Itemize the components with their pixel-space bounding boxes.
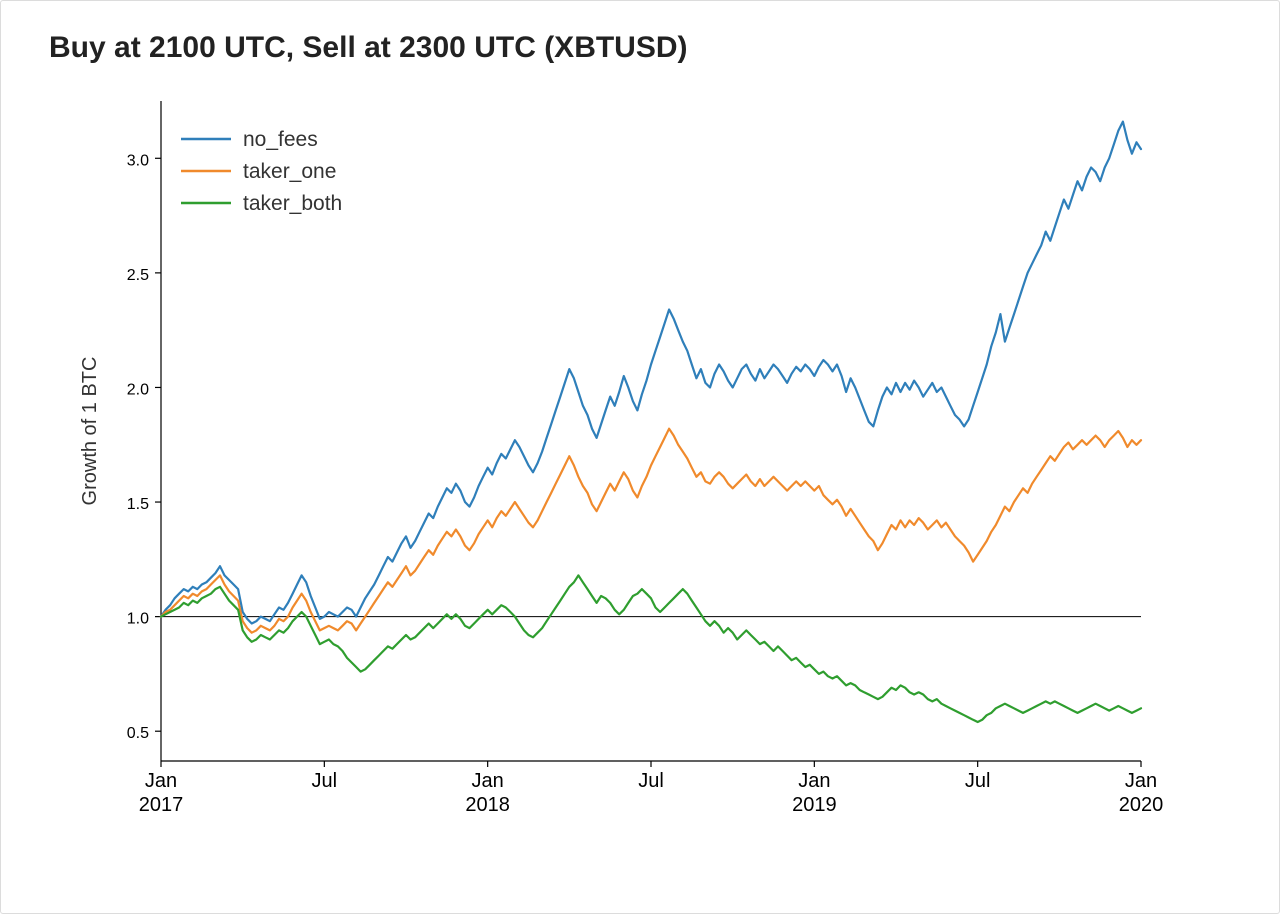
x-tick-label: Jul xyxy=(312,770,338,792)
series-taker_one xyxy=(161,429,1141,633)
chart-title: Buy at 2100 UTC, Sell at 2300 UTC (XBTUS… xyxy=(49,31,688,65)
y-tick-label: 2.5 xyxy=(127,267,149,284)
legend-label-taker_one: taker_one xyxy=(243,160,336,183)
line-chart: 0.51.01.52.02.53.0Growth of 1 BTCJan2017… xyxy=(151,101,1151,841)
x-tick-label: 2017 xyxy=(139,794,184,816)
y-axis-label: Growth of 1 BTC xyxy=(79,357,101,506)
x-tick-label: Jul xyxy=(638,770,664,792)
x-tick-label: Jan xyxy=(1125,770,1157,792)
x-tick-label: Jan xyxy=(798,770,830,792)
legend-label-no_fees: no_fees xyxy=(243,128,318,151)
y-tick-label: 0.5 xyxy=(127,725,149,742)
y-tick-label: 1.0 xyxy=(127,611,149,628)
y-tick-label: 1.5 xyxy=(127,496,149,513)
x-tick-label: Jul xyxy=(965,770,991,792)
x-tick-label: 2018 xyxy=(465,794,510,816)
chart-card: Buy at 2100 UTC, Sell at 2300 UTC (XBTUS… xyxy=(0,0,1280,914)
legend-label-taker_both: taker_both xyxy=(243,192,342,215)
series-taker_both xyxy=(161,575,1141,722)
y-tick-label: 3.0 xyxy=(127,152,149,169)
x-tick-label: Jan xyxy=(472,770,504,792)
x-tick-label: 2020 xyxy=(1119,794,1164,816)
x-tick-label: Jan xyxy=(145,770,177,792)
x-tick-label: 2019 xyxy=(792,794,837,816)
y-tick-label: 2.0 xyxy=(127,381,149,398)
